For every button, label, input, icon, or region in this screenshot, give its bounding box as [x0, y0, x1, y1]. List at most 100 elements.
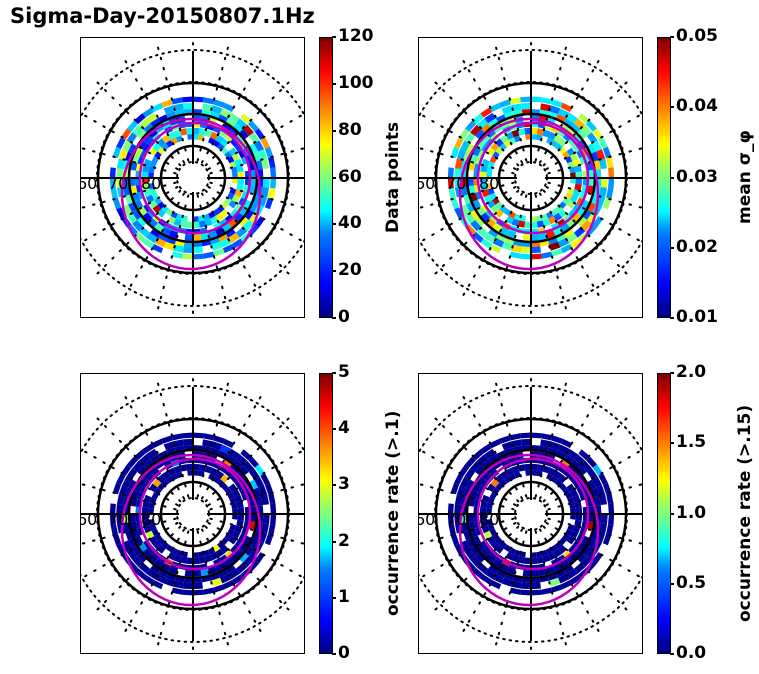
radial-tick-label: 60	[81, 510, 98, 529]
heatmap-bin	[249, 479, 258, 490]
heatmap-bin	[239, 465, 249, 476]
heatmap-bin	[490, 540, 500, 550]
heatmap-bin	[213, 99, 225, 108]
heatmap-bin	[184, 234, 193, 241]
heatmap-bin	[207, 230, 218, 239]
heatmap-bin	[490, 142, 500, 152]
heatmap-bin	[574, 501, 582, 509]
heatmap-bin	[134, 113, 146, 125]
grid-circle-dotted	[514, 161, 548, 195]
heatmap-bin	[173, 439, 184, 448]
colorbar-tick	[332, 540, 336, 543]
grid-spoke-dotted	[207, 448, 304, 506]
heatmap-bin	[186, 127, 193, 135]
heatmap-bin	[572, 479, 581, 489]
heatmap-bin	[560, 102, 573, 112]
heatmap-bin	[173, 218, 182, 227]
heatmap-bin	[141, 178, 149, 185]
heatmap-bin	[146, 232, 158, 244]
heatmap-bin	[165, 544, 174, 552]
heatmap-bin	[541, 549, 549, 557]
heatmap-bin	[569, 530, 579, 540]
heatmap-bin	[146, 448, 158, 460]
heatmap-bin	[220, 545, 230, 554]
heatmap-bin	[489, 244, 502, 254]
colorbar-tick-label: 1.0	[676, 502, 707, 523]
heatmap-bin	[237, 507, 245, 514]
heatmap-bin	[549, 441, 561, 451]
heatmap-bin	[116, 137, 126, 149]
heatmap-bin	[167, 216, 176, 225]
heatmap-bin	[531, 221, 538, 229]
heatmap-bin	[572, 203, 581, 213]
grid-spoke-dotted	[93, 189, 182, 278]
heatmap-bin	[517, 464, 526, 472]
heatmap-bin	[505, 552, 514, 561]
colorbar-tick-label: 0	[338, 307, 350, 327]
grid-spoke-dotted	[155, 377, 190, 498]
heatmap-bin	[215, 212, 225, 222]
heatmap-bin	[460, 140, 470, 152]
heatmap-bin	[142, 183, 150, 191]
heatmap-bin	[242, 460, 254, 472]
heatmap-bin	[261, 494, 270, 505]
heatmap-bin	[264, 146, 274, 159]
heatmap-bin	[132, 209, 142, 220]
heatmap-bin	[123, 186, 131, 196]
heatmap-bin	[506, 230, 517, 239]
heatmap-bin	[212, 140, 221, 148]
heatmap-bin	[150, 454, 161, 464]
colorbar-tick	[332, 223, 336, 226]
heatmap-bin	[541, 97, 553, 105]
heatmap-bin	[577, 216, 587, 227]
heatmap-bin	[499, 435, 511, 444]
heatmap-bin	[511, 103, 522, 112]
grid-spoke-dotted	[93, 525, 182, 614]
heatmap-bin	[470, 124, 482, 136]
heatmap-bin	[540, 439, 551, 448]
heatmap-bin	[154, 533, 162, 541]
heatmap-bin	[555, 569, 567, 578]
heatmap-bin	[173, 554, 182, 563]
heatmap-bin	[475, 552, 485, 563]
heatmap-bin	[566, 112, 578, 124]
radial-tick-label: 60	[419, 510, 436, 529]
heatmap-bin	[109, 514, 116, 525]
heatmap-bin	[133, 146, 144, 157]
heatmap-bin	[531, 253, 542, 260]
heatmap-bin	[606, 156, 614, 168]
heatmap-bin	[193, 582, 203, 590]
grid-spoke-dotted	[81, 186, 179, 244]
heatmap-bin	[596, 149, 606, 161]
heatmap-bin	[450, 146, 460, 159]
heatmap-bin	[128, 202, 137, 213]
colorbar-tick-label: 100	[338, 72, 374, 93]
heatmap-bin	[232, 508, 238, 514]
heatmap-bin	[536, 464, 545, 472]
heatmap-bin	[606, 188, 614, 200]
heatmap-bin	[244, 545, 254, 556]
heatmap-bin	[495, 114, 507, 123]
grid-spoke-dotted	[93, 78, 182, 167]
grid-spoke-dotted	[209, 483, 304, 511]
heatmap-bin	[551, 99, 563, 108]
heatmap-bin	[182, 96, 193, 103]
heatmap-bin	[580, 220, 592, 232]
heatmap-bin	[592, 140, 602, 152]
colorbar-tick	[332, 176, 336, 179]
heatmap-bin	[220, 201, 229, 209]
grid-spoke-dotted	[545, 522, 642, 580]
heatmap-bin	[141, 171, 149, 178]
heatmap-bin	[480, 501, 488, 509]
heatmap-bin	[509, 587, 521, 595]
heatmap-bin	[486, 508, 492, 514]
heatmap-bin	[549, 241, 561, 251]
heatmap-bin	[608, 503, 615, 514]
heatmap-bin	[562, 197, 570, 205]
heatmap-bin	[480, 443, 493, 454]
heatmap-bin	[217, 569, 229, 578]
heatmap-bin	[229, 524, 237, 531]
heatmap-bin	[558, 545, 568, 554]
heatmap-bin	[483, 530, 493, 540]
heatmap-bin	[255, 160, 263, 170]
